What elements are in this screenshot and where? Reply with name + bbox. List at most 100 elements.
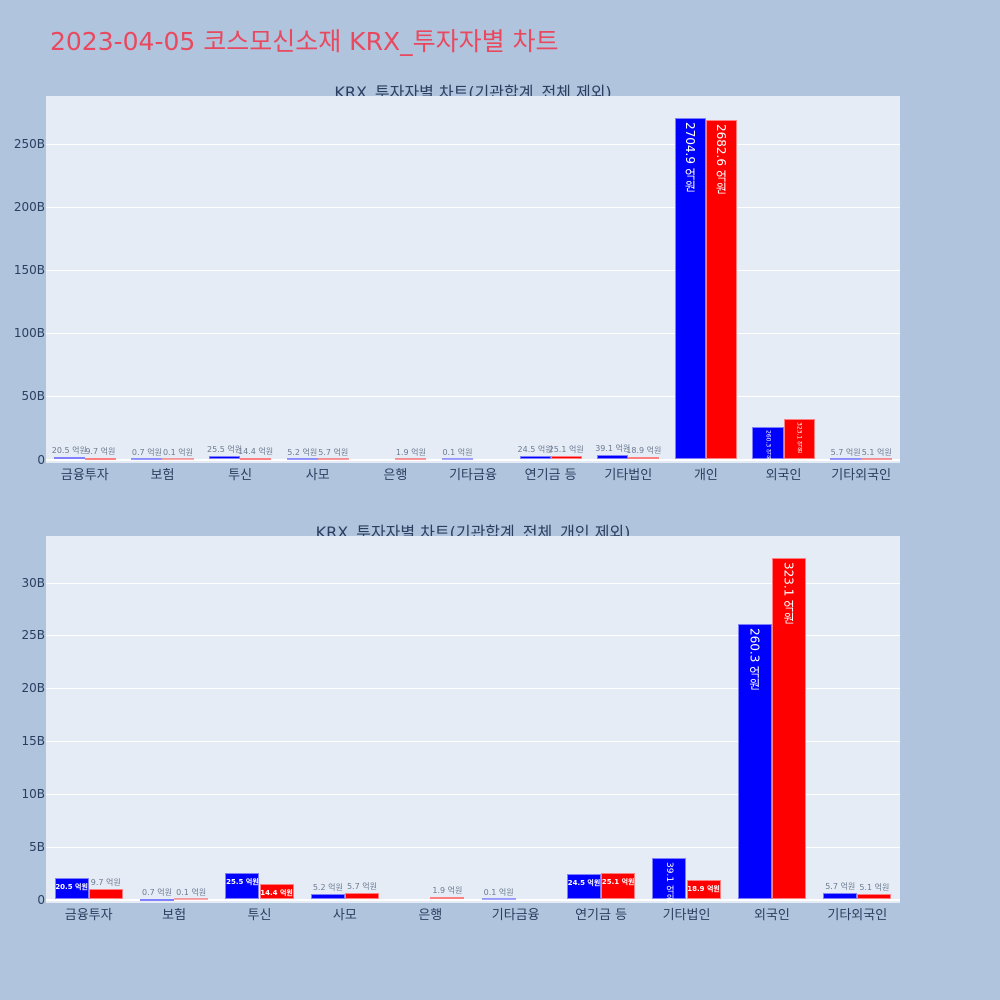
bar-value-label: 24.5 억원 xyxy=(517,445,553,455)
sell-bar[interactable] xyxy=(344,893,380,900)
sell-bar[interactable] xyxy=(601,872,636,900)
buy-bar[interactable] xyxy=(481,897,516,900)
sell-bar[interactable] xyxy=(430,897,465,900)
y-tick-label: 25B xyxy=(21,628,45,643)
gridline xyxy=(46,269,900,271)
bar-value-label: 5.1 억원 xyxy=(861,447,892,457)
bar-value-label: 14.4 억원 xyxy=(238,446,274,456)
bar-value-label: 18.9 억원 xyxy=(687,884,720,893)
y-tick-label: 20B xyxy=(21,681,45,696)
bar-value-label: 0.7 억원 xyxy=(131,447,162,457)
bar-value-label: 5.2 억원 xyxy=(287,447,318,457)
bar-value-label: 20.5 억원 xyxy=(55,882,88,891)
bar-value-label: 2682.6 억원 xyxy=(713,124,728,195)
buy-bar[interactable] xyxy=(131,457,163,460)
x-tick-label: 기타외국인 xyxy=(827,908,888,923)
x-tick-label: 사모 xyxy=(305,468,330,483)
bar-value-label: 14.4 억원 xyxy=(260,889,293,898)
sell-bar[interactable] xyxy=(686,879,721,900)
bar-value-label: 39.1 억원 xyxy=(663,862,674,904)
y-tick-label: 15B xyxy=(21,734,45,748)
x-tick-label: 기타법인 xyxy=(604,468,653,483)
buy-bar[interactable] xyxy=(830,457,862,460)
x-tick-label: 연기금 등 xyxy=(575,908,628,923)
bar-value-label: 20.5 억원 xyxy=(51,445,87,455)
bar-value-label: 0.1 억원 xyxy=(442,447,473,457)
sell-bar[interactable] xyxy=(317,457,349,460)
bar-value-label: 5.7 억원 xyxy=(825,882,856,892)
sell-bar[interactable] xyxy=(771,558,807,900)
bar-value-label: 5.1 억원 xyxy=(859,883,890,893)
buy-bar[interactable] xyxy=(597,454,629,460)
sell-bar[interactable] xyxy=(783,418,815,460)
buy-bar[interactable] xyxy=(139,898,175,901)
bar-value-label: 18.9 억원 xyxy=(626,446,662,456)
x-tick-label: 은행 xyxy=(383,468,408,483)
buy-bar[interactable] xyxy=(286,457,318,460)
bar-value-label: 2704.9 억원 xyxy=(682,121,697,192)
buy-bar[interactable] xyxy=(752,426,784,460)
buy-bar[interactable] xyxy=(53,456,85,460)
x-tick-label: 외국인 xyxy=(765,468,802,483)
y-tick-label: 200B xyxy=(13,199,45,214)
plot-area: 20.5 억원 9.7 억원 0.7 억원 0.1 억원 25.5 억원 14.4 억원 5… xyxy=(46,536,900,903)
bar-value-label: 25.1 억원 xyxy=(601,877,635,886)
x-tick-label: 기타법인 xyxy=(662,908,711,923)
bar-value-label: 5.7 억원 xyxy=(830,447,861,457)
bar-value-label: 25.5 억원 xyxy=(207,445,243,455)
plot-area: 20.5 억원 9.7 억원 0.7 억원 0.1 억원 25.5 억원 14.4 억원 5… xyxy=(46,96,900,463)
x-tick-label: 기타금융 xyxy=(491,908,540,923)
bar-value-label: 39.1 억원 xyxy=(595,443,631,453)
chart-all-investors: KRX_투자자별 차트(기관합계_전체 제외) 20.5 억원 9.7 억원 0.7… xyxy=(13,83,900,483)
bar-value-label: 0.1 억원 xyxy=(176,887,207,897)
sell-bar[interactable] xyxy=(174,897,209,900)
buy-bar[interactable] xyxy=(441,457,473,460)
buy-bar[interactable] xyxy=(54,877,89,900)
buy-bar[interactable] xyxy=(823,893,858,900)
bar-value-label: 0.7 억원 xyxy=(142,887,173,897)
y-tick-label: 5B xyxy=(29,839,45,854)
sell-bar[interactable] xyxy=(705,120,737,460)
bar-value-label: 323.1 억원 xyxy=(781,562,796,625)
buy-bar[interactable] xyxy=(566,873,602,900)
sell-bar[interactable] xyxy=(84,458,116,461)
buy-bar[interactable] xyxy=(652,858,687,900)
bar-value-label: 323.1 억원 xyxy=(795,421,803,453)
bar-value-label: 1.9 억원 xyxy=(395,447,426,457)
sell-bar[interactable] xyxy=(550,456,582,460)
gridline xyxy=(46,635,900,637)
buy-bar[interactable] xyxy=(310,894,345,900)
buy-bar[interactable] xyxy=(519,456,551,460)
gridline xyxy=(46,143,900,145)
bar-value-label: 5.2 억원 xyxy=(312,883,343,892)
buy-bar[interactable] xyxy=(225,872,260,900)
gridline xyxy=(46,582,900,584)
gridline xyxy=(46,396,900,398)
x-tick-label: 투신 xyxy=(247,908,272,923)
buy-bar[interactable] xyxy=(674,117,706,460)
sell-bar[interactable] xyxy=(628,457,660,460)
bar-value-label: 260.3 억원 xyxy=(764,429,772,461)
buy-bar[interactable] xyxy=(209,456,241,460)
bar-value-label: 5.7 억원 xyxy=(318,447,349,457)
sell-bar[interactable] xyxy=(259,884,294,900)
zero-line xyxy=(46,458,900,461)
sell-bar[interactable] xyxy=(162,457,194,460)
sell-bar[interactable] xyxy=(395,457,427,460)
x-tick-label: 기타금융 xyxy=(449,468,497,483)
sell-bar[interactable] xyxy=(88,889,123,900)
gridline xyxy=(46,206,900,208)
bar-value-label: 5.7 억원 xyxy=(346,882,377,892)
bar-value-label: 9.7 억원 xyxy=(85,447,116,457)
y-tick-label: 150B xyxy=(13,262,45,277)
sell-bar[interactable] xyxy=(861,457,893,460)
buy-bar[interactable] xyxy=(737,624,772,900)
bar-value-label: 25.1 억원 xyxy=(548,445,584,455)
gridline xyxy=(46,741,900,742)
x-tick-label: 금융투자 xyxy=(64,908,113,923)
sell-bar[interactable] xyxy=(240,457,272,460)
bar-value-label: 1.9 억원 xyxy=(432,886,463,896)
sell-bar[interactable] xyxy=(857,894,892,900)
y-tick-label: 50B xyxy=(21,389,45,404)
